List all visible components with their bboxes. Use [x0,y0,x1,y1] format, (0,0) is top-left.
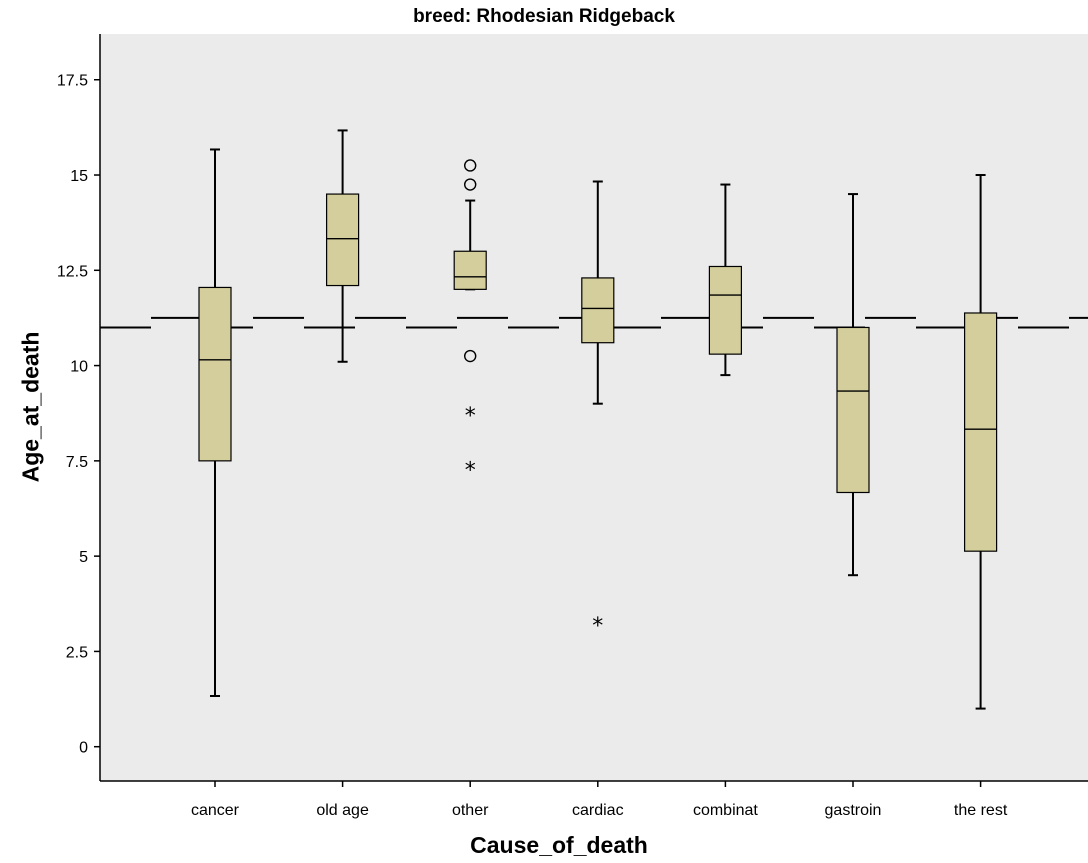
iqr-box [963,312,998,552]
y-tick-label: 2.5 [66,644,88,661]
y-tick-label: 7.5 [66,454,88,471]
iqr-box [453,250,487,290]
x-tick-label: combinat [693,802,758,819]
box-gastroin [836,193,870,577]
x-tick-label: the rest [954,802,1008,819]
outlier-point [464,159,477,172]
y-tick-label: 0 [79,740,88,757]
box-cardiac: * [581,180,615,639]
y-tick-label: 10 [70,359,88,376]
extreme-point: * [465,458,476,483]
y-tick-label: 17.5 [57,73,88,90]
x-axis-label: Cause_of_death [470,832,648,858]
outlier-point [464,349,477,363]
iqr-box [836,326,870,494]
box-old-age [326,129,360,363]
axes-group: 0 2.5 5 7.5 10 12.5 15 17.5 cancer old age other ca… [57,34,1088,819]
plot-area [100,34,1088,781]
extreme-point: * [465,404,476,429]
iqr-box [326,193,360,287]
chart-title: breed: Rhodesian Ridgeback [413,6,675,27]
x-tick-label: old age [316,802,369,819]
y-tick-label: 12.5 [57,263,88,280]
box-the-rest [963,174,998,710]
extreme-point: * [592,614,603,639]
iqr-box [581,277,615,344]
x-tick-label: other [452,802,489,819]
y-tick-label: 5 [79,549,88,566]
box-other: ** [453,159,487,483]
iqr-box [198,286,232,462]
x-tick-label: gastroin [825,802,882,819]
x-tick-label: cancer [191,802,240,819]
box-cancer [198,148,232,698]
box-combinat [708,183,743,377]
boxes-group: *** [198,129,998,710]
outlier-point [464,178,477,191]
y-tick-label: 15 [70,168,88,185]
x-tick-label: cardiac [572,802,624,819]
iqr-box [708,265,743,355]
